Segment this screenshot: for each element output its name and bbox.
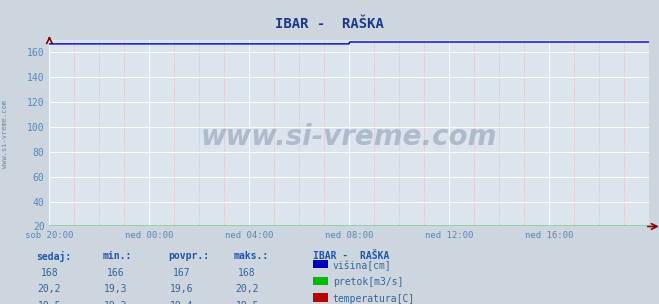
- Text: min.:: min.:: [102, 251, 132, 261]
- Text: 19,3: 19,3: [103, 284, 127, 294]
- Text: 166: 166: [107, 268, 124, 278]
- Text: IBAR -  RAŠKA: IBAR - RAŠKA: [313, 251, 389, 261]
- Text: pretok[m3/s]: pretok[m3/s]: [333, 277, 403, 287]
- Text: www.si-vreme.com: www.si-vreme.com: [201, 123, 498, 151]
- Text: maks.:: maks.:: [234, 251, 269, 261]
- Text: 20,2: 20,2: [38, 284, 61, 294]
- Text: 168: 168: [239, 268, 256, 278]
- Text: sedaj:: sedaj:: [36, 251, 71, 262]
- Text: 168: 168: [41, 268, 58, 278]
- Text: 19,6: 19,6: [169, 284, 193, 294]
- Text: IBAR -  RAŠKA: IBAR - RAŠKA: [275, 17, 384, 31]
- Text: temperatura[C]: temperatura[C]: [333, 294, 415, 304]
- Text: 19,5: 19,5: [235, 301, 259, 304]
- Text: višina[cm]: višina[cm]: [333, 260, 391, 271]
- Text: 19,3: 19,3: [103, 301, 127, 304]
- Text: povpr.:: povpr.:: [168, 251, 209, 261]
- Text: 19,4: 19,4: [169, 301, 193, 304]
- Text: 19,5: 19,5: [38, 301, 61, 304]
- Text: www.si-vreme.com: www.si-vreme.com: [2, 100, 9, 168]
- Text: 20,2: 20,2: [235, 284, 259, 294]
- Text: 167: 167: [173, 268, 190, 278]
